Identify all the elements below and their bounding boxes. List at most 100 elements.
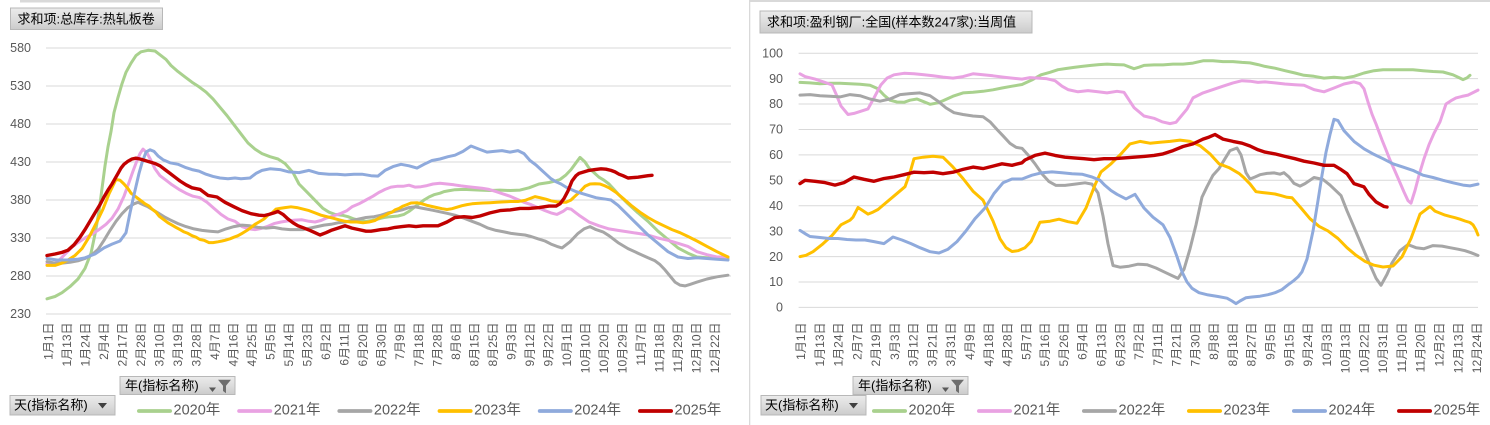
- svg-text:2021年: 2021年: [274, 402, 321, 419]
- svg-text:3月10日: 3月10日: [153, 323, 167, 367]
- svg-text:3月28日: 3月28日: [190, 323, 204, 367]
- svg-text:3月21日: 3月21日: [926, 323, 940, 367]
- svg-text:11月10日: 11月10日: [1395, 323, 1409, 373]
- svg-text:9月5日: 9月5日: [1264, 323, 1278, 360]
- svg-text:30: 30: [769, 224, 783, 238]
- svg-text:4月18日: 4月18日: [982, 323, 996, 367]
- svg-text:1月1日: 1月1日: [794, 323, 808, 360]
- svg-text:7月9日: 7月9日: [393, 323, 407, 360]
- svg-text:5月14日: 5月14日: [282, 323, 296, 367]
- svg-text:2024年: 2024年: [1329, 402, 1376, 419]
- svg-text:6月2日: 6月2日: [319, 323, 333, 360]
- svg-text:2021年: 2021年: [1014, 402, 1061, 419]
- svg-text:20: 20: [769, 250, 783, 264]
- svg-text:3月19日: 3月19日: [171, 323, 185, 367]
- svg-text:求和项:盈利钢厂:全国(样本数247家):当周值: 求和项:盈利钢厂:全国(样本数247家):当周值: [767, 15, 1016, 30]
- svg-text:2月28日: 2月28日: [134, 323, 148, 367]
- svg-text:10月3日: 10月3日: [1320, 323, 1334, 367]
- svg-text:12月13日: 12月13日: [1451, 323, 1465, 374]
- svg-text:11月20日: 11月20日: [1414, 323, 1428, 373]
- svg-text:5月23日: 5月23日: [301, 323, 315, 367]
- svg-text:2022年: 2022年: [1119, 402, 1166, 419]
- svg-text:100: 100: [762, 46, 783, 60]
- svg-text:10月13日: 10月13日: [1339, 323, 1353, 374]
- svg-text:2月7日: 2月7日: [850, 323, 864, 360]
- svg-text:7月30日: 7月30日: [1188, 323, 1202, 367]
- svg-text:2022年: 2022年: [374, 402, 421, 419]
- svg-text:230: 230: [10, 307, 31, 321]
- svg-text:380: 380: [10, 193, 31, 207]
- svg-text:6月30日: 6月30日: [375, 323, 389, 367]
- svg-text:12月10日: 12月10日: [690, 323, 704, 374]
- svg-text:8月25日: 8月25日: [486, 323, 500, 367]
- svg-text:6月4日: 6月4日: [1076, 323, 1090, 360]
- svg-text:11月29日: 11月29日: [671, 323, 685, 373]
- svg-text:5月7日: 5月7日: [1019, 323, 1033, 360]
- svg-text:11月7日: 11月7日: [634, 323, 648, 366]
- svg-text:430: 430: [10, 155, 31, 169]
- svg-text:4月9日: 4月9日: [963, 323, 977, 360]
- svg-text:40: 40: [769, 199, 783, 213]
- svg-text:4月25日: 4月25日: [245, 323, 259, 367]
- svg-text:4月16日: 4月16日: [227, 323, 241, 367]
- svg-text:8月27日: 8月27日: [1245, 323, 1259, 367]
- svg-text:2020年: 2020年: [174, 402, 221, 419]
- svg-text:9月3日: 9月3日: [504, 323, 518, 360]
- svg-text:7月21日: 7月21日: [1170, 323, 1184, 367]
- svg-text:3月12日: 3月12日: [907, 323, 921, 367]
- svg-text:9月22日: 9月22日: [541, 323, 555, 367]
- svg-text:12月24日: 12月24日: [1470, 323, 1484, 374]
- svg-text:1月24日: 1月24日: [79, 323, 93, 367]
- svg-text:10月20日: 10月20日: [597, 323, 611, 374]
- svg-text:3月3日: 3月3日: [888, 323, 902, 360]
- svg-text:12月22日: 12月22日: [708, 323, 722, 374]
- svg-text:8月15日: 8月15日: [467, 323, 481, 367]
- svg-text:8月18日: 8月18日: [1226, 323, 1240, 367]
- svg-text:10月29日: 10月29日: [615, 323, 629, 374]
- svg-text:1月13日: 1月13日: [60, 323, 74, 367]
- svg-text:6月11日: 6月11日: [338, 323, 352, 366]
- svg-text:10: 10: [769, 275, 783, 289]
- svg-text:求和项:总库存:热轧板卷: 求和项:总库存:热轧板卷: [18, 11, 155, 26]
- svg-text:80: 80: [769, 97, 783, 111]
- svg-text:480: 480: [10, 117, 31, 131]
- svg-text:12月2日: 12月2日: [1433, 323, 1447, 367]
- svg-text:60: 60: [769, 148, 783, 162]
- svg-text:天(指标名称): 天(指标名称): [765, 398, 839, 413]
- svg-text:2023年: 2023年: [474, 402, 521, 419]
- svg-text:2024年: 2024年: [574, 402, 621, 419]
- svg-text:年(指标名称): 年(指标名称): [858, 378, 932, 393]
- svg-text:5月26日: 5月26日: [1057, 323, 1071, 367]
- svg-text:2月4日: 2月4日: [97, 323, 111, 360]
- svg-text:5月5日: 5月5日: [264, 323, 278, 360]
- svg-text:年(指标名称): 年(指标名称): [125, 378, 199, 393]
- svg-text:6月20日: 6月20日: [356, 323, 370, 367]
- svg-text:50: 50: [769, 174, 783, 188]
- svg-text:10月1日: 10月1日: [560, 323, 574, 367]
- svg-text:530: 530: [10, 79, 31, 93]
- svg-text:70: 70: [769, 123, 783, 137]
- svg-text:3月31日: 3月31日: [944, 323, 958, 367]
- svg-text:0: 0: [776, 301, 783, 315]
- svg-text:5月16日: 5月16日: [1038, 323, 1052, 367]
- svg-text:7月18日: 7月18日: [412, 323, 426, 367]
- svg-text:2025年: 2025年: [675, 402, 722, 419]
- svg-text:2023年: 2023年: [1224, 402, 1271, 419]
- svg-text:1月13日: 1月13日: [813, 323, 827, 367]
- svg-text:天(指标名称): 天(指标名称): [14, 398, 88, 413]
- svg-text:9月24日: 9月24日: [1301, 323, 1315, 367]
- svg-text:6月13日: 6月13日: [1095, 323, 1109, 367]
- svg-text:4月7日: 4月7日: [208, 323, 222, 360]
- svg-text:580: 580: [10, 41, 31, 55]
- svg-text:10月10日: 10月10日: [578, 323, 592, 374]
- svg-text:10月31日: 10月31日: [1376, 323, 1390, 374]
- svg-text:2月17日: 2月17日: [116, 323, 130, 367]
- svg-text:90: 90: [769, 72, 783, 86]
- svg-text:7月28日: 7月28日: [430, 323, 444, 367]
- svg-text:8月6日: 8月6日: [449, 323, 463, 360]
- svg-text:9月15日: 9月15日: [1282, 323, 1296, 367]
- svg-text:4月28日: 4月28日: [1001, 323, 1015, 367]
- svg-text:11月18日: 11月18日: [652, 323, 666, 373]
- svg-text:2020年: 2020年: [909, 402, 956, 419]
- svg-text:10月22日: 10月22日: [1357, 323, 1371, 374]
